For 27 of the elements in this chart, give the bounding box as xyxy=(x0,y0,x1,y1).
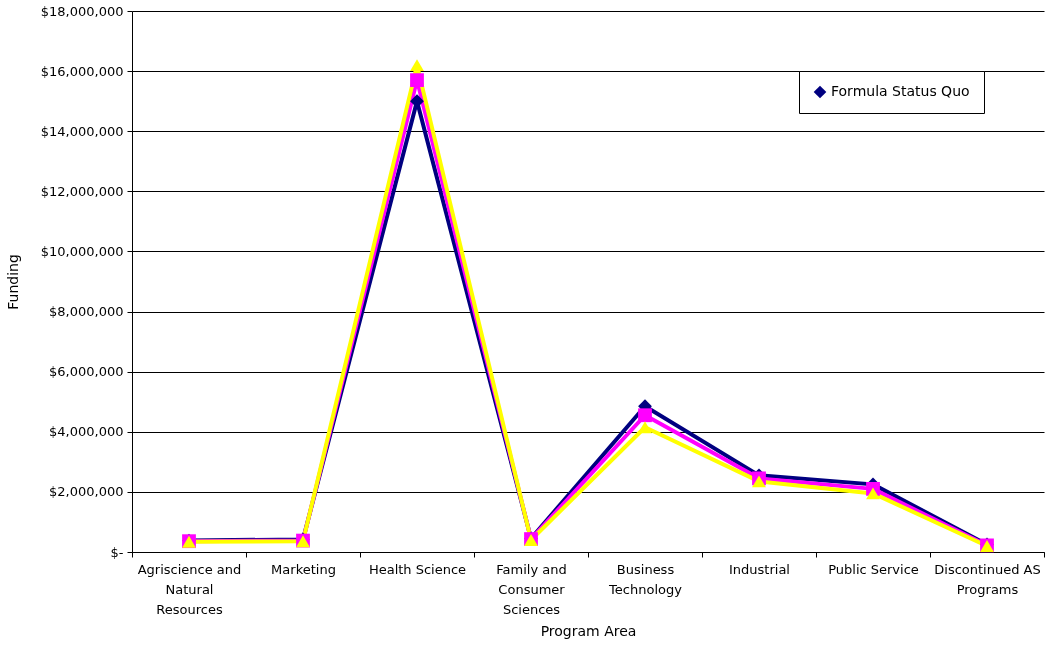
x-tick-label: Marketing xyxy=(271,561,336,577)
point xyxy=(638,421,652,434)
x-tick-label: Discontinued AS Programs xyxy=(934,561,1041,597)
y-tick-label: $8,000,000 xyxy=(49,304,124,320)
y-tick-label: $- xyxy=(110,544,124,560)
point xyxy=(752,475,766,488)
y-axis-title: Funding xyxy=(4,254,21,310)
x-tick-label: Business Technology xyxy=(608,561,683,597)
x-tick-label: Industrial xyxy=(729,561,790,577)
y-tick-label: $10,000,000 xyxy=(40,243,124,259)
y-tick-label: $12,000,000 xyxy=(40,183,124,199)
x-tick-label: Agriscience and Natural Resources xyxy=(137,561,242,617)
legend-label: Formula Status Quo xyxy=(831,83,970,99)
y-tick-label: $14,000,000 xyxy=(40,123,124,139)
y-tick-label: $2,000,000 xyxy=(49,484,124,500)
x-axis-title: Program Area xyxy=(540,622,637,639)
point xyxy=(866,487,880,500)
x-tick-label: Health Science xyxy=(368,561,467,577)
y-tick-label: $16,000,000 xyxy=(40,63,124,79)
y-tick-label: $4,000,000 xyxy=(49,424,124,440)
point xyxy=(410,73,424,88)
point xyxy=(638,408,652,423)
x-tick-label: Family and Consumer Sciences xyxy=(496,561,567,617)
x-tick-label: Public Service xyxy=(828,561,919,577)
y-tick-label: $6,000,000 xyxy=(49,364,124,380)
y-tick-label: $18,000,000 xyxy=(40,3,124,19)
point xyxy=(410,59,424,72)
